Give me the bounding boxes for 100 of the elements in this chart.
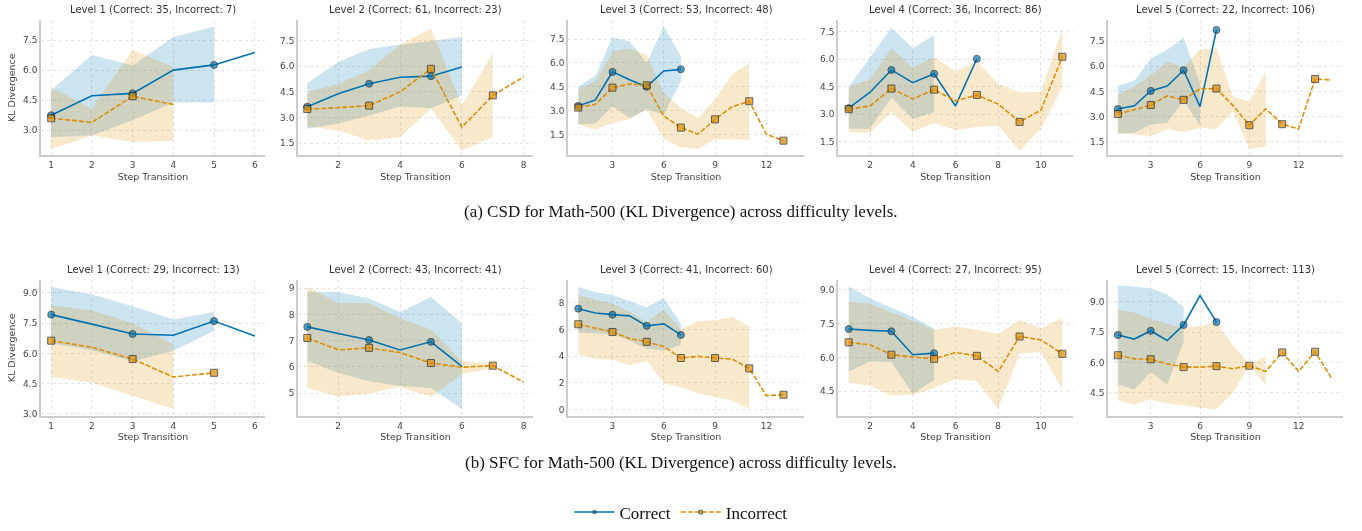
chart-title: Level 4 (Correct: 36, Incorrect: 86) bbox=[869, 4, 1042, 15]
y-tick-label: 3.0 bbox=[550, 105, 565, 116]
y-tick-label: 6.0 bbox=[23, 65, 38, 76]
y-tick-label: 3.0 bbox=[280, 112, 295, 123]
x-tick-label: 4 bbox=[397, 159, 404, 170]
x-tick-label: 9 bbox=[712, 420, 719, 431]
y-axis-title: KL Divergence bbox=[5, 53, 17, 122]
x-tick-label: 12 bbox=[1292, 420, 1305, 431]
x-tick-label: 6 bbox=[459, 159, 466, 170]
x-tick-label: 12 bbox=[1292, 159, 1305, 170]
x-tick-label: 5 bbox=[211, 159, 217, 170]
chart-title: Level 5 (Correct: 22, Incorrect: 106) bbox=[1136, 4, 1316, 15]
x-tick-label: 9 bbox=[712, 159, 719, 170]
x-tick-label: 5 bbox=[211, 420, 217, 431]
y-tick-label: 8 bbox=[288, 309, 295, 320]
y-tick-label: 1.5 bbox=[280, 138, 295, 149]
chart-title: Level 2 (Correct: 43, Incorrect: 41) bbox=[329, 264, 502, 275]
y-tick-label: 9.0 bbox=[820, 284, 835, 295]
y-tick-label: 6.0 bbox=[1090, 61, 1105, 72]
chart-title: Level 3 (Correct: 53, Incorrect: 48) bbox=[600, 4, 773, 15]
y-tick-label: 7.5 bbox=[280, 35, 295, 46]
x-tick-label: 3 bbox=[609, 420, 616, 431]
chart-title: Level 4 (Correct: 27, Incorrect: 95) bbox=[869, 264, 1042, 275]
x-tick-label: 6 bbox=[459, 420, 466, 431]
y-tick-label: 6.0 bbox=[1090, 357, 1105, 368]
y-tick-label: 7 bbox=[288, 335, 295, 346]
x-tick-label: 2 bbox=[89, 420, 95, 431]
x-tick-label: 2 bbox=[867, 159, 873, 170]
y-tick-label: 4.5 bbox=[23, 95, 38, 106]
x-tick-label: 6 bbox=[952, 159, 959, 170]
x-tick-label: 3 bbox=[1147, 420, 1154, 431]
y-tick-label: 2 bbox=[558, 377, 565, 388]
x-tick-label: 9 bbox=[1246, 420, 1253, 431]
legend-label: Correct bbox=[619, 503, 671, 523]
x-tick-label: 12 bbox=[760, 159, 773, 170]
x-tick-label: 1 bbox=[48, 420, 55, 431]
y-tick-label: 1.5 bbox=[1090, 137, 1105, 148]
legend-label: Incorrect bbox=[725, 503, 788, 523]
y-tick-label: 6.0 bbox=[820, 352, 835, 363]
y-tick-label: 1.5 bbox=[820, 136, 835, 147]
chart-title: Level 5 (Correct: 15, Incorrect: 113) bbox=[1136, 264, 1316, 275]
y-tick-label: 4.5 bbox=[1090, 387, 1105, 398]
x-axis-title: Step Transition bbox=[1190, 170, 1261, 182]
x-axis-title: Step Transition bbox=[1190, 431, 1261, 443]
x-tick-label: 6 bbox=[660, 420, 667, 431]
y-tick-label: 1.5 bbox=[550, 129, 565, 140]
y-tick-label: 4 bbox=[558, 351, 565, 362]
x-axis-title: Step Transition bbox=[650, 170, 722, 182]
x-tick-label: 6 bbox=[251, 159, 258, 170]
y-tick-label: 9.0 bbox=[1090, 297, 1105, 308]
x-tick-label: 8 bbox=[995, 159, 1002, 170]
y-tick-label: 6.0 bbox=[820, 54, 835, 65]
chart-title: Level 2 (Correct: 61, Incorrect: 23) bbox=[329, 4, 502, 15]
y-tick-label: 4.5 bbox=[1090, 86, 1105, 97]
y-tick-label: 6.0 bbox=[550, 58, 565, 69]
x-axis-title: Step Transition bbox=[117, 431, 189, 443]
text: (a) CSD for Math-500 (KL Divergence) across difficulty levels. bbox=[464, 202, 898, 221]
x-tick-label: 3 bbox=[129, 420, 136, 431]
y-tick-label: 7.5 bbox=[1090, 36, 1105, 47]
y-tick-label: 7.5 bbox=[1090, 327, 1105, 338]
y-tick-label: 7.5 bbox=[820, 27, 835, 38]
chart-title: Level 1 (Correct: 29, Incorrect: 13) bbox=[67, 264, 240, 275]
y-tick-label: 6.0 bbox=[23, 348, 38, 359]
x-tick-label: 10 bbox=[1035, 420, 1047, 431]
x-axis-title: Step Transition bbox=[380, 431, 451, 443]
x-tick-label: 2 bbox=[89, 159, 95, 170]
x-tick-label: 6 bbox=[1197, 159, 1204, 170]
y-tick-label: 9.0 bbox=[23, 287, 38, 298]
y-tick-label: 6 bbox=[558, 324, 565, 335]
x-axis-title: Step Transition bbox=[650, 431, 722, 443]
y-tick-label: 3.0 bbox=[23, 409, 38, 420]
x-tick-label: 6 bbox=[1197, 420, 1204, 431]
x-tick-label: 2 bbox=[867, 420, 873, 431]
x-tick-label: 6 bbox=[251, 420, 258, 431]
x-tick-label: 2 bbox=[335, 159, 342, 170]
y-tick-label: 7.5 bbox=[23, 318, 38, 329]
y-tick-label: 4.5 bbox=[280, 87, 295, 98]
x-axis-title: Step Transition bbox=[920, 170, 991, 182]
x-tick-label: 4 bbox=[909, 159, 916, 170]
x-tick-label: 2 bbox=[335, 420, 342, 431]
y-tick-label: 8 bbox=[558, 298, 565, 309]
y-tick-label: 9 bbox=[288, 283, 295, 294]
y-tick-label: 4.5 bbox=[23, 378, 38, 389]
x-tick-label: 8 bbox=[520, 159, 527, 170]
x-tick-label: 4 bbox=[170, 159, 177, 170]
x-tick-label: 8 bbox=[520, 420, 527, 431]
x-axis-title: Step Transition bbox=[117, 170, 189, 182]
x-tick-label: 9 bbox=[1246, 159, 1253, 170]
chart-title: Level 3 (Correct: 41, Incorrect: 60) bbox=[600, 264, 773, 275]
x-tick-label: 10 bbox=[1035, 159, 1047, 170]
y-tick-label: 5 bbox=[288, 388, 295, 399]
y-tick-label: 3.0 bbox=[23, 125, 38, 136]
text: (b) SFC for Math-500 (KL Divergence) across difficulty levels. bbox=[465, 453, 897, 472]
y-tick-label: 6 bbox=[288, 362, 295, 373]
x-tick-label: 8 bbox=[995, 420, 1002, 431]
x-tick-label: 1 bbox=[48, 159, 55, 170]
y-tick-label: 4.5 bbox=[820, 386, 835, 397]
chart-title: Level 1 (Correct: 35, Incorrect: 7) bbox=[70, 4, 237, 15]
y-axis-title: KL Divergence bbox=[5, 313, 17, 383]
y-tick-label: 7.5 bbox=[820, 318, 835, 329]
